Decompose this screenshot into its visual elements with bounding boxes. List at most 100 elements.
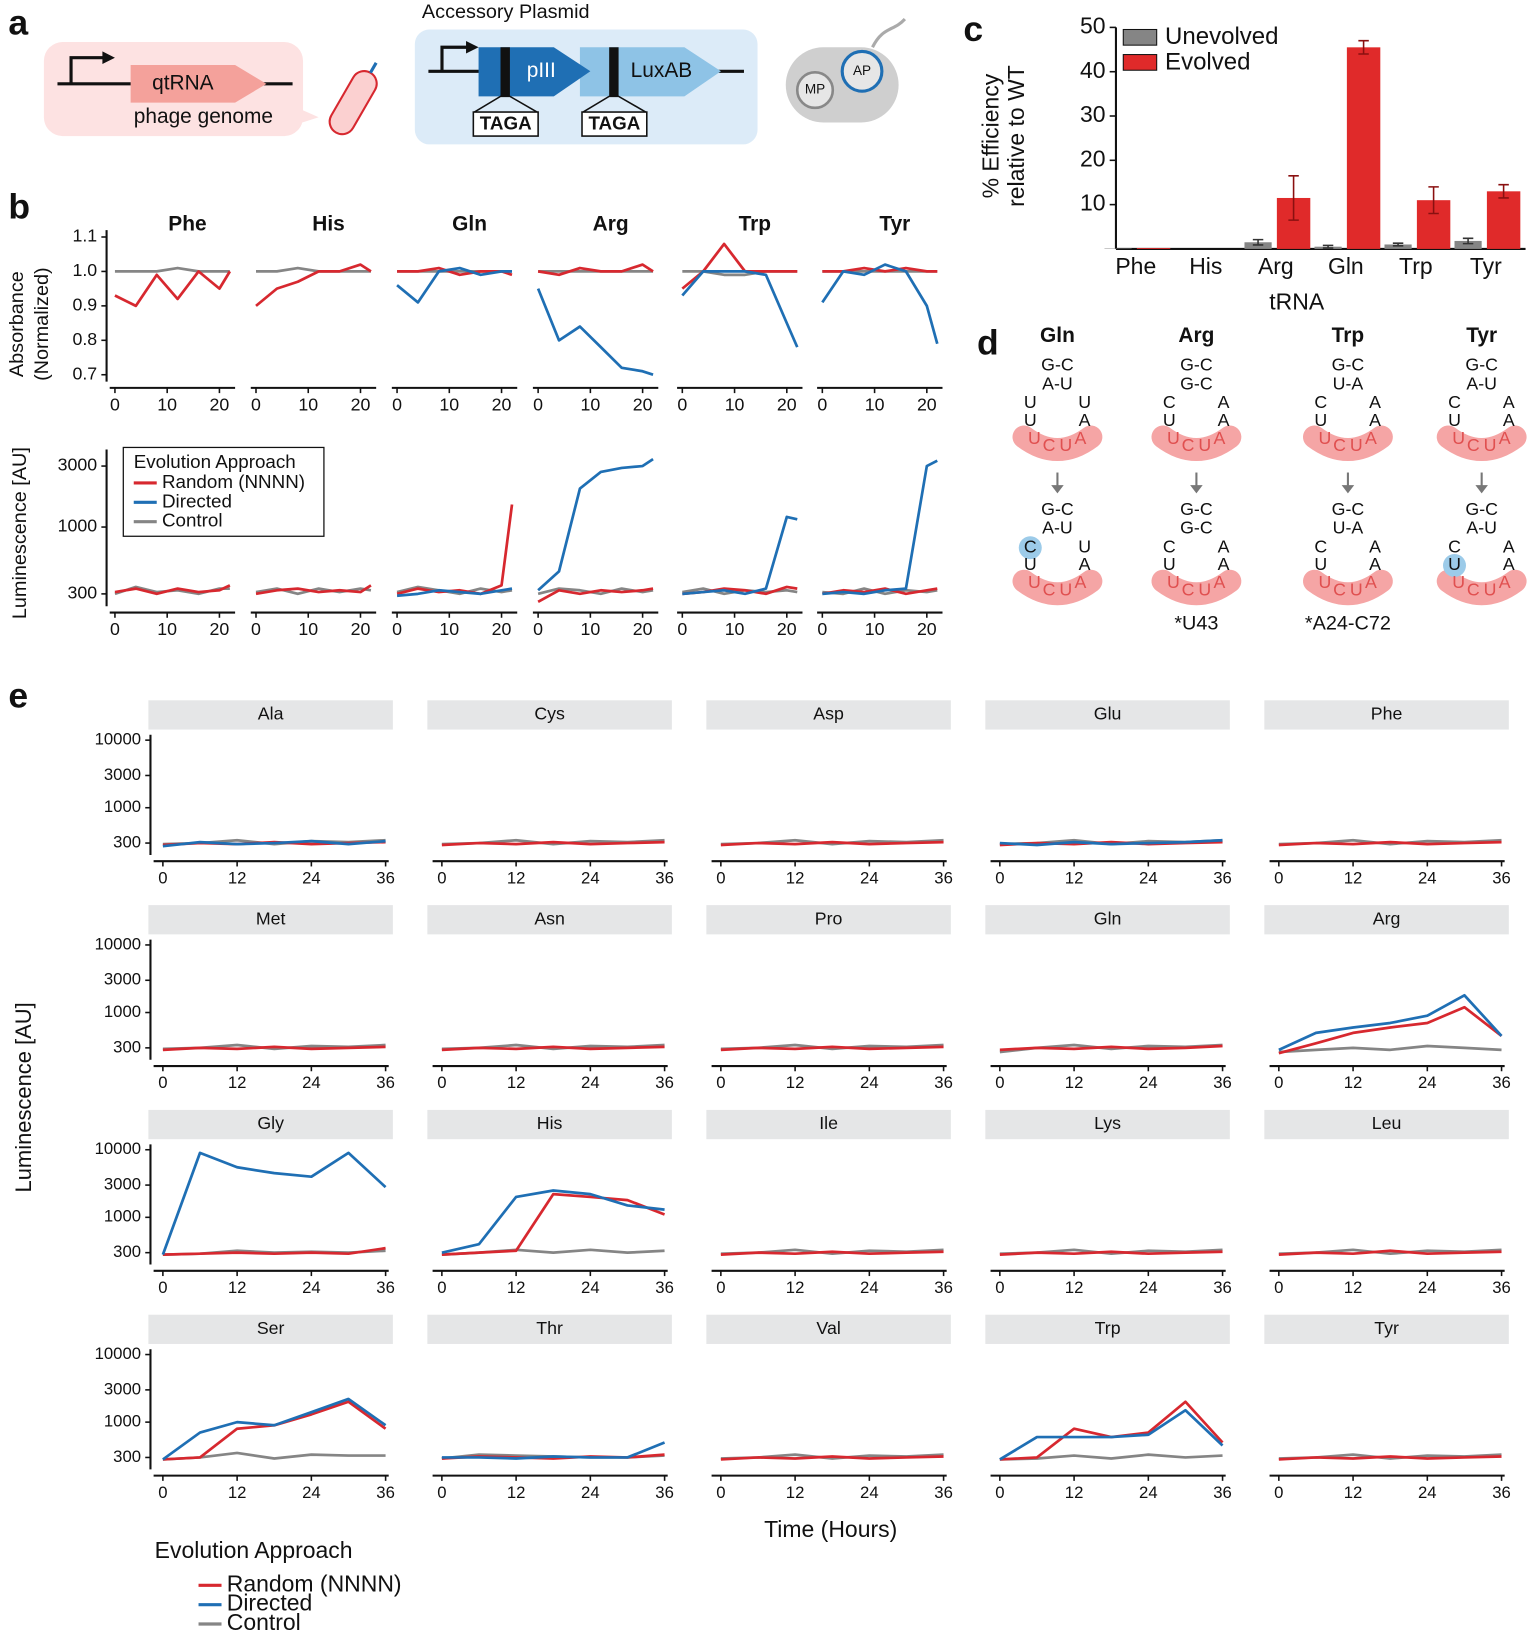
x-tick-label: 24 [1139,868,1158,887]
x-tick-label: 24 [1418,1073,1437,1092]
x-tick-label: 0 [716,1483,725,1502]
y-tick-label: 20 [1080,145,1106,171]
base: C [1163,536,1176,556]
x-tick-label: 24 [1418,868,1437,887]
series-line [999,1250,1223,1256]
base: U [1078,392,1091,412]
x-tick-label: 36 [376,1278,395,1297]
arrow-head [1341,485,1355,494]
series-line [537,458,654,592]
x-tick-label: 12 [1065,868,1084,887]
x-tick-label: 24 [302,1483,321,1502]
arrow-head [1190,485,1203,494]
base: C [1448,392,1461,412]
base: A [1218,536,1230,556]
base-pair: G-C [1180,373,1213,393]
facet-strip [148,700,393,730]
panel-label: e [8,676,28,716]
loop-base: C [1467,435,1480,455]
x-tick-label: 36 [655,1073,674,1092]
legend-label: Random (NNNN) [162,471,305,492]
base: U [1448,554,1461,574]
base: A [1503,410,1515,430]
x-tick-label: 0 [677,394,687,414]
base: A [1079,554,1091,574]
facet-title: Ser [257,1318,285,1338]
facet-strip [427,1109,672,1140]
y-tick-label: 1000 [104,1002,141,1021]
plasmid-title: Accessory Plasmid [422,1,590,23]
y-tick-label: 10000 [95,1344,141,1363]
loop-base: U [1484,579,1497,599]
loop-base: U [1198,435,1211,455]
x-tick-label: 20 [351,619,371,639]
base: U [1314,554,1327,574]
series-line [396,504,514,596]
series-line [441,1441,666,1460]
anticodon-loop [1012,569,1103,606]
x-tick-label: 0 [1274,1073,1283,1092]
series-line [822,587,938,596]
series-line [162,839,386,848]
y-tick-label: 1.0 [72,260,97,280]
x-tick-label: 36 [934,1483,953,1502]
x-tick-label: 36 [1213,1483,1232,1502]
trna-name: Tyr [1466,324,1497,347]
y-tick-label: 3000 [104,1175,141,1194]
x-tick-label: 24 [860,1483,879,1502]
legend-title: Evolution Approach [155,1537,353,1563]
base: C [1448,536,1461,556]
series-line [999,1044,1223,1052]
base-pair: G-C [1041,499,1074,519]
facet-title: Arg [593,212,629,235]
series-line [720,840,944,847]
facet-strip [148,905,393,935]
trna-name: Gln [1040,324,1075,347]
series-line [255,584,372,596]
loop-base: A [1213,572,1225,592]
x-tick-label: 12 [786,868,805,887]
error-bar [1322,244,1334,249]
x-tick-label: 20 [777,619,797,639]
base: A [1218,554,1230,574]
x-tick-label: 10 [725,619,745,639]
base: U [1078,536,1091,556]
y-axis-label: Luminescence [AU] [11,1002,36,1192]
base: A [1218,410,1230,430]
base: A [1369,410,1381,430]
series-line [396,266,512,304]
y-tick-label: 0.8 [72,329,97,349]
cell-label: AP [853,63,871,78]
series-line [720,1045,944,1052]
facet-strip [148,1109,393,1140]
cell-flagellum [871,17,907,48]
bar [1384,244,1412,249]
y-tick-label: 10000 [95,934,141,953]
x-tick-label: Gln [1328,253,1364,279]
series-line [999,838,1223,847]
facet-title: Trp [1095,1318,1121,1338]
facet-title: Val [816,1318,840,1338]
y-tick-label: 300 [113,832,141,851]
facet-title: Gly [257,1113,284,1133]
x-tick-label: 0 [995,1073,1004,1092]
facet-title: His [537,1113,563,1133]
x-tick-label: 12 [507,868,526,887]
y-axis-label: Absorbance [6,271,28,377]
facet-title: Trp [739,212,771,235]
series-line [255,587,372,596]
loop-base: U [1028,428,1041,448]
arrow-head [1475,485,1488,494]
stop-site [609,47,619,97]
x-tick-label: 36 [655,1483,674,1502]
bar [1346,47,1381,249]
base: C [1314,392,1327,412]
mutation-note: *U43 [1174,612,1218,634]
facet-title: Cys [534,704,565,724]
x-tick-label: 24 [1139,1483,1158,1502]
facet-strip [706,700,951,730]
gene-arrow [130,65,267,103]
y-tick-label: 1.1 [72,226,97,246]
facet-strip [985,700,1230,730]
base-pair: A-U [1466,373,1497,393]
